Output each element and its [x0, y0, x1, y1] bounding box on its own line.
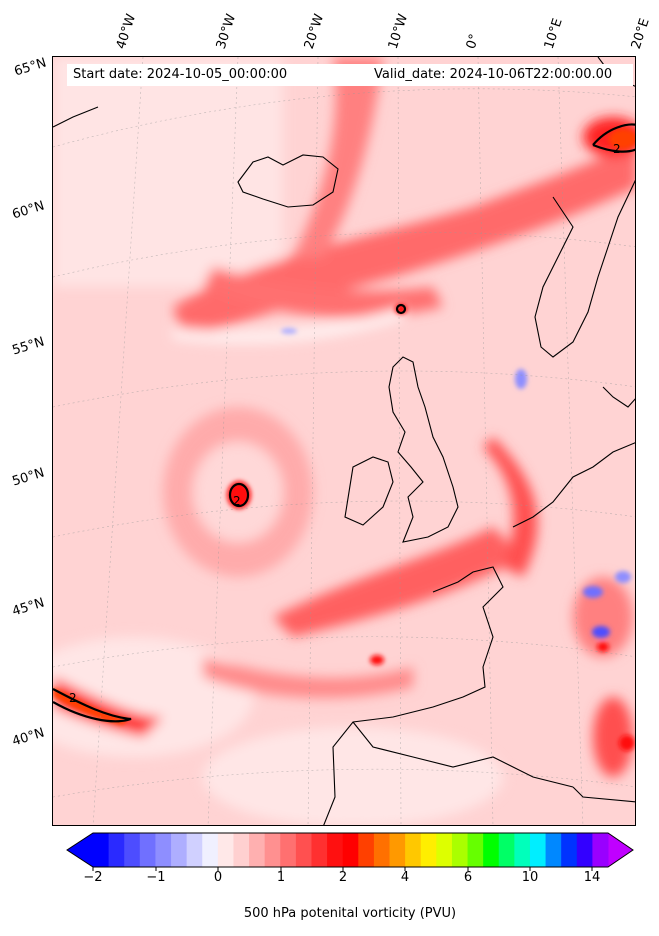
colorbar-segment	[93, 833, 110, 867]
colorbar-segment	[483, 833, 500, 867]
colorbar-segment	[561, 833, 578, 867]
colorbar-segment	[171, 833, 188, 867]
colorbar-tick: −2	[83, 870, 103, 885]
colorbar-segment	[327, 833, 344, 867]
colorbar-segment	[405, 833, 422, 867]
colorbar-segment	[280, 833, 297, 867]
colorbar-tick: 4	[400, 870, 410, 885]
lon-label: 30°W	[213, 12, 240, 51]
colorbar-segment	[311, 833, 328, 867]
date-header: Start date: 2024-10-05_00:00:00 Valid_da…	[67, 64, 633, 86]
lon-label: 20°E	[628, 16, 653, 51]
colorbar-segment	[155, 833, 172, 867]
start-date: Start date: 2024-10-05_00:00:00	[73, 67, 288, 82]
colorbar-title: 500 hPa potenital vorticity (PVU)	[243, 906, 457, 921]
colorbar-segment	[389, 833, 406, 867]
colorbar-tick: 0	[213, 870, 223, 885]
colorbar-segment	[264, 833, 281, 867]
colorbar-tick: 14	[583, 870, 601, 885]
colorbar-segment	[576, 833, 593, 867]
colorbar-segment	[467, 833, 484, 867]
colorbar-segment	[436, 833, 453, 867]
valid-date: Valid_date: 2024-10-06T22:00:00.00	[374, 67, 613, 82]
colorbar-over-arrow	[608, 833, 633, 867]
coastlines	[53, 57, 635, 825]
lat-label: 45°N	[10, 595, 47, 620]
lon-label: 20°W	[301, 12, 328, 51]
pv-2-contours	[53, 123, 635, 723]
colorbar-tick: 10	[521, 870, 539, 885]
colorbar-segment	[202, 833, 219, 867]
contour-label: 2	[233, 494, 241, 508]
lat-label: 50°N	[10, 465, 47, 490]
lat-label: 60°N	[10, 198, 47, 223]
lat-label: 65°N	[12, 55, 49, 80]
colorbar-outline	[66, 832, 634, 868]
lat-label: 40°N	[10, 725, 47, 750]
colorbar-segment	[529, 833, 547, 867]
colorbar-segment	[592, 833, 609, 867]
colorbar-tick: 2	[338, 870, 348, 885]
lat-label: 55°N	[10, 334, 47, 359]
colorbar-segment	[373, 833, 391, 867]
colorbar-segment	[249, 833, 266, 867]
colorbar-segment	[451, 833, 469, 867]
colorbar	[66, 832, 634, 871]
colorbar-segment	[514, 833, 531, 867]
colorbar-tick: 1	[276, 870, 286, 885]
colorbar-under-arrow	[67, 833, 93, 867]
colorbar-segment	[124, 833, 141, 867]
lon-label: 10°E	[541, 16, 566, 51]
colorbar-segment	[108, 833, 125, 867]
colorbar-tick: 6	[463, 870, 473, 885]
pv-field: 2 2 2	[53, 57, 635, 825]
colorbar-segment	[186, 833, 203, 867]
lon-label: 0°	[463, 32, 483, 51]
pv-map: 2 2 2	[52, 56, 636, 826]
colorbar-tick: −1	[146, 870, 166, 885]
colorbar-segment	[342, 833, 359, 867]
colorbar-segment	[233, 833, 250, 867]
colorbar-segment	[498, 833, 515, 867]
lon-label: 10°W	[385, 12, 412, 51]
colorbar-segment	[139, 833, 156, 867]
colorbar-segment	[420, 833, 437, 867]
lon-label: 40°W	[113, 12, 140, 51]
contour-label: 2	[69, 691, 77, 705]
colorbar-segment	[358, 833, 375, 867]
colorbar-segment	[295, 833, 312, 867]
colorbar-segment	[217, 833, 234, 867]
colorbar-segment	[545, 833, 562, 867]
contour-label: 2	[613, 142, 621, 156]
